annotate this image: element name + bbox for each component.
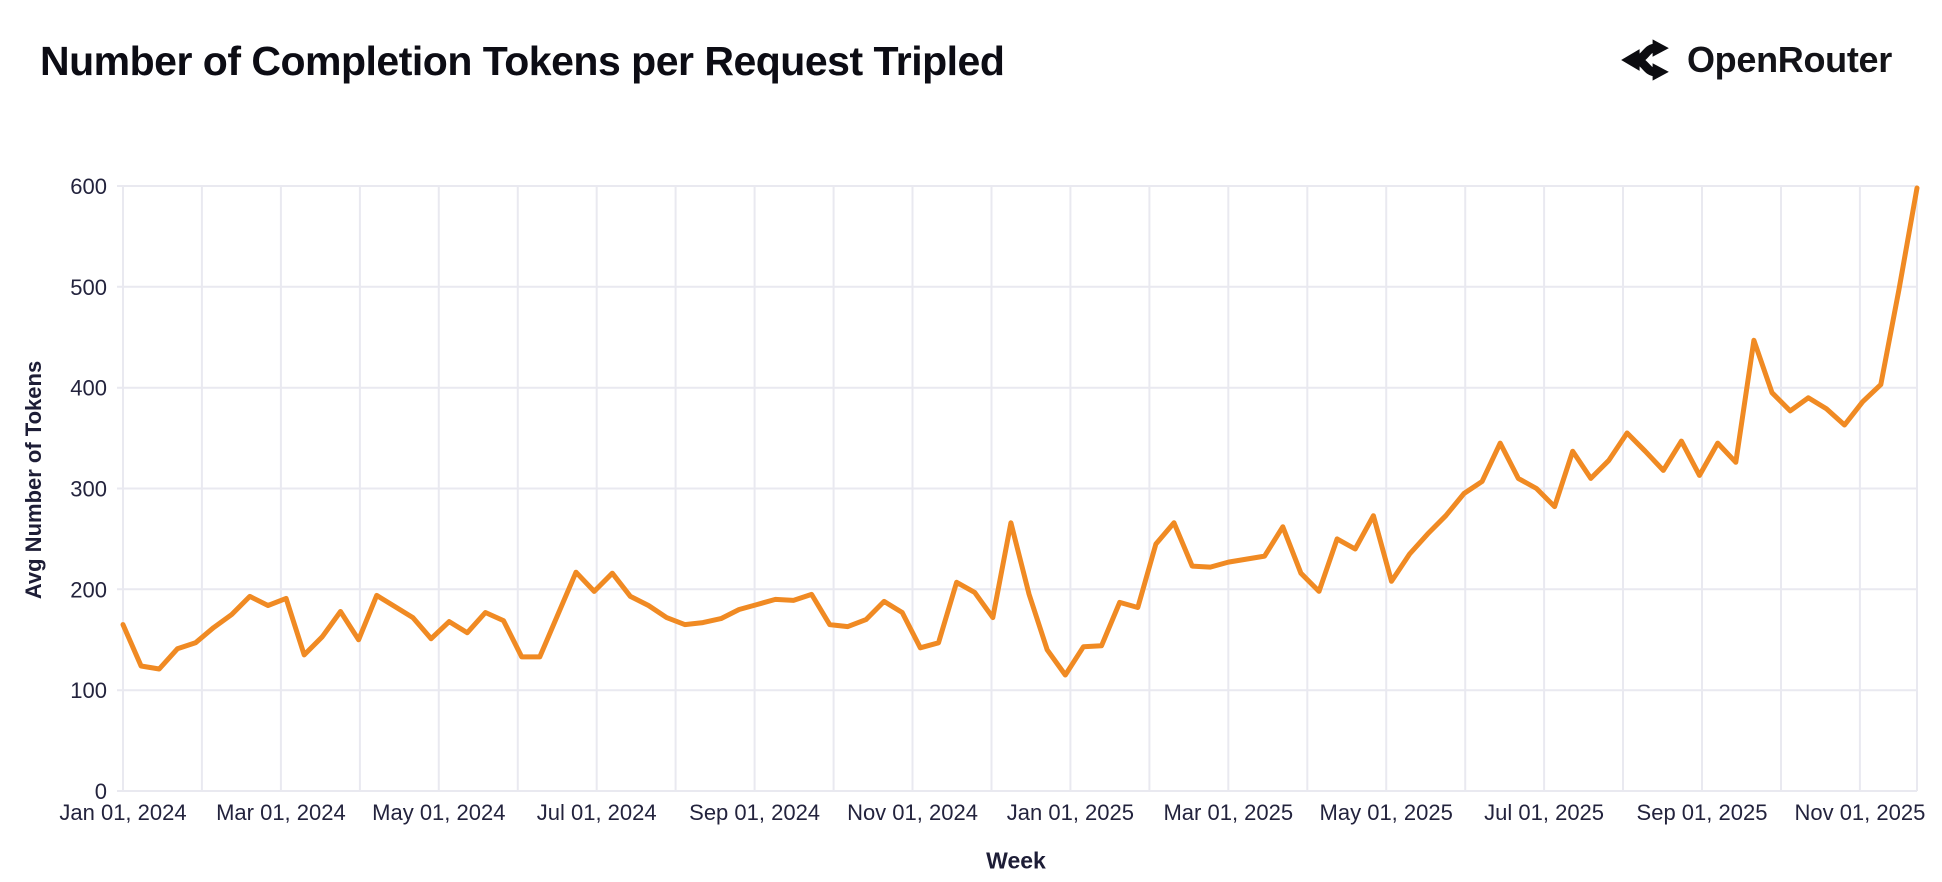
x-tick-label: Mar 01, 2025: [1163, 800, 1293, 825]
x-tick-label: Jan 01, 2025: [1007, 800, 1134, 825]
brand-name: OpenRouter: [1686, 39, 1892, 80]
y-tick-label: 300: [70, 477, 107, 502]
y-tick-label: 200: [70, 577, 107, 602]
x-tick-label: Sep 01, 2025: [1637, 800, 1768, 825]
series-line: [120, 185, 1920, 678]
x-tick-label: May 01, 2024: [372, 800, 505, 825]
y-tick-label: 600: [70, 174, 107, 199]
x-tick-label: Sep 01, 2024: [689, 800, 820, 825]
openrouter-logo-icon: [1621, 39, 1669, 81]
x-tick-label: Mar 01, 2024: [216, 800, 346, 825]
brand-logo: OpenRouter: [1618, 34, 1892, 86]
x-tick-label: Nov 01, 2024: [847, 800, 978, 825]
x-axis-title: Week: [986, 847, 1046, 874]
page-title: Number of Completion Tokens per Request …: [40, 38, 1005, 84]
x-tick-label: Jul 01, 2025: [1484, 800, 1604, 825]
x-tick-label: Jul 01, 2024: [537, 800, 657, 825]
x-tick-label: Nov 01, 2025: [1794, 800, 1925, 825]
y-tick-label: 0: [95, 779, 107, 804]
y-axis-title: Avg Number of Tokens: [21, 360, 46, 600]
x-tick-label: May 01, 2025: [1320, 800, 1453, 825]
y-tick-label: 100: [70, 678, 107, 703]
y-tick-label: 400: [70, 376, 107, 401]
y-tick-label: 500: [70, 275, 107, 300]
x-tick-label: Jan 01, 2024: [59, 800, 186, 825]
